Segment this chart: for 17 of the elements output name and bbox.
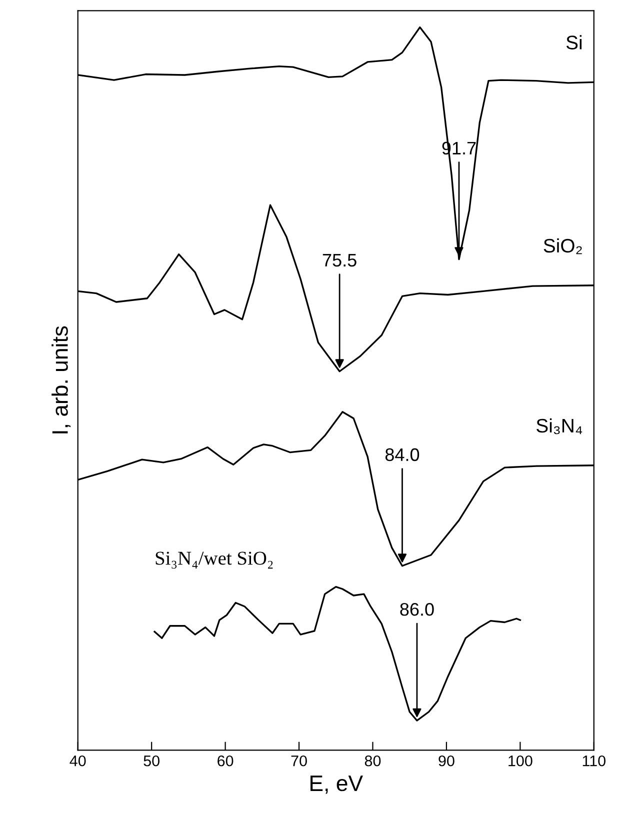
x-tick-label: 60	[218, 755, 234, 766]
annotation: 75.5	[322, 254, 356, 267]
y-axis-title: I, arb. units	[52, 326, 71, 434]
x-tick-label: 110	[582, 755, 606, 766]
x-tick-label: 90	[438, 755, 454, 766]
x-axis-title: E, eV	[310, 776, 363, 794]
annotation: 84.0	[385, 448, 420, 462]
annotation: 86.0	[400, 603, 434, 616]
series-label: Si₃N₄	[536, 418, 582, 434]
series-label: Si	[566, 35, 582, 50]
x-tick-label: 100	[508, 755, 532, 766]
x-tick-label: 40	[70, 755, 86, 766]
x-tick-label: 70	[291, 755, 307, 766]
series-label: SiO₂	[544, 238, 582, 254]
x-tick-label: 50	[144, 755, 160, 766]
text: Si₃N₄/wet SiO₂	[156, 552, 273, 569]
x-tick-label: 80	[364, 755, 381, 766]
